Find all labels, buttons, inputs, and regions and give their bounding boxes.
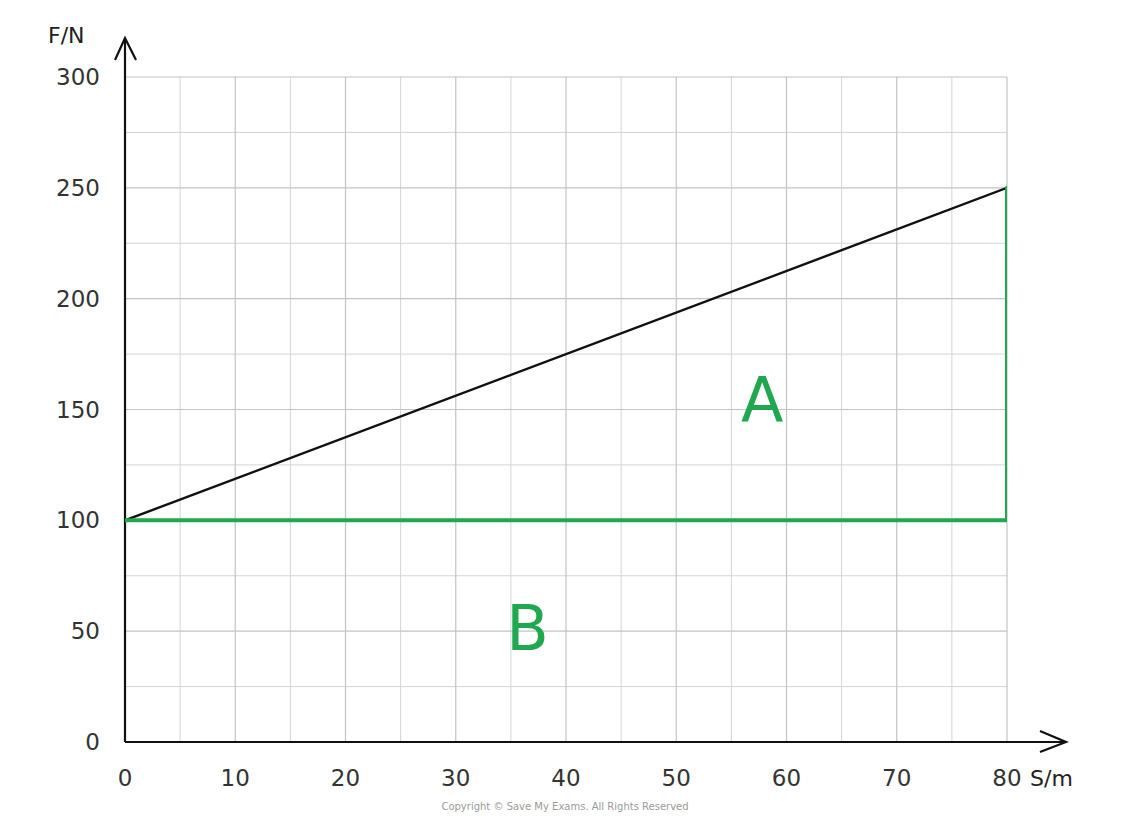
annotation: A xyxy=(741,364,783,437)
x-tick-label: 50 xyxy=(662,765,691,791)
grid-line-y xyxy=(125,631,1007,632)
x-tick-label: 40 xyxy=(551,765,580,791)
y-axis-label: F/N xyxy=(48,23,85,48)
x-tick-label: 20 xyxy=(331,765,360,791)
grid-line-y xyxy=(125,76,1007,77)
y-tick-label: 100 xyxy=(56,507,100,533)
x-tick-label: 80 xyxy=(992,765,1021,791)
footnote: Copyright © Save My Exams. All Rights Re… xyxy=(441,801,688,812)
grid-line-y xyxy=(125,409,1007,410)
chart-container: 0 50 100 150 200 250 300 0 10 20 30 40 50 60 70 80 F/N S/… xyxy=(0,0,1121,822)
x-axis-line xyxy=(125,741,1064,743)
axes xyxy=(115,38,1066,752)
x-axis-label: S/m xyxy=(1030,766,1073,791)
y-tick-label: 150 xyxy=(56,397,100,423)
grid-line-y xyxy=(125,298,1007,299)
x-tick-label: 70 xyxy=(882,765,911,791)
annotation: B xyxy=(506,592,549,665)
x-tick-label: 0 xyxy=(118,765,133,791)
y-tick-label: 0 xyxy=(85,729,100,755)
y-tick-label: 300 xyxy=(56,64,100,90)
grid-line-y xyxy=(125,187,1007,188)
x-tick-label: 30 xyxy=(441,765,470,791)
chart-svg: 0 50 100 150 200 250 300 0 10 20 30 40 50 60 70 80 F/N S/… xyxy=(0,0,1121,822)
plot-data xyxy=(125,188,1007,521)
series-line xyxy=(125,188,1007,521)
y-tick-label: 50 xyxy=(71,618,100,644)
x-tick-label: 60 xyxy=(772,765,801,791)
y-axis-line xyxy=(124,40,126,742)
x-tick-label: 10 xyxy=(221,765,250,791)
x-axis-arrow xyxy=(1040,731,1066,752)
tick-labels: 0 50 100 150 200 250 300 0 10 20 30 40 50 60 70 80 xyxy=(56,64,1022,791)
y-tick-label: 200 xyxy=(56,286,100,312)
y-tick-label: 250 xyxy=(56,175,100,201)
series-line xyxy=(125,188,1007,521)
grid xyxy=(125,77,1007,742)
y-axis-arrow xyxy=(115,38,136,60)
